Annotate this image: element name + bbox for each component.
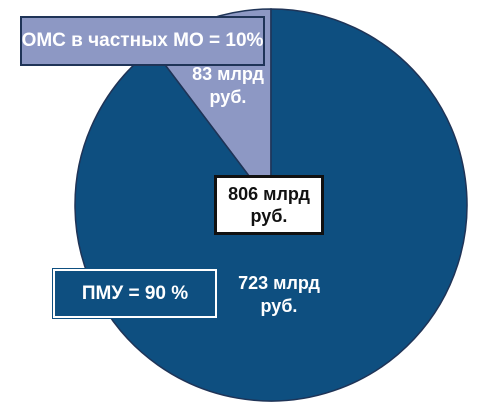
total-label-line-2: руб. [250, 206, 288, 226]
slice-value-label-pmu: 723 млрд руб. [238, 273, 320, 316]
total-label-box: 806 млрд руб. [214, 175, 324, 235]
slice-value-label-oms: 83 млрд руб. [192, 64, 264, 107]
category-label-pmu: ПМУ = 90 % [52, 268, 218, 319]
total-label-line-1: 806 млрд [228, 184, 310, 204]
category-label-oms: ОМС в частных МО = 10% [20, 16, 265, 66]
